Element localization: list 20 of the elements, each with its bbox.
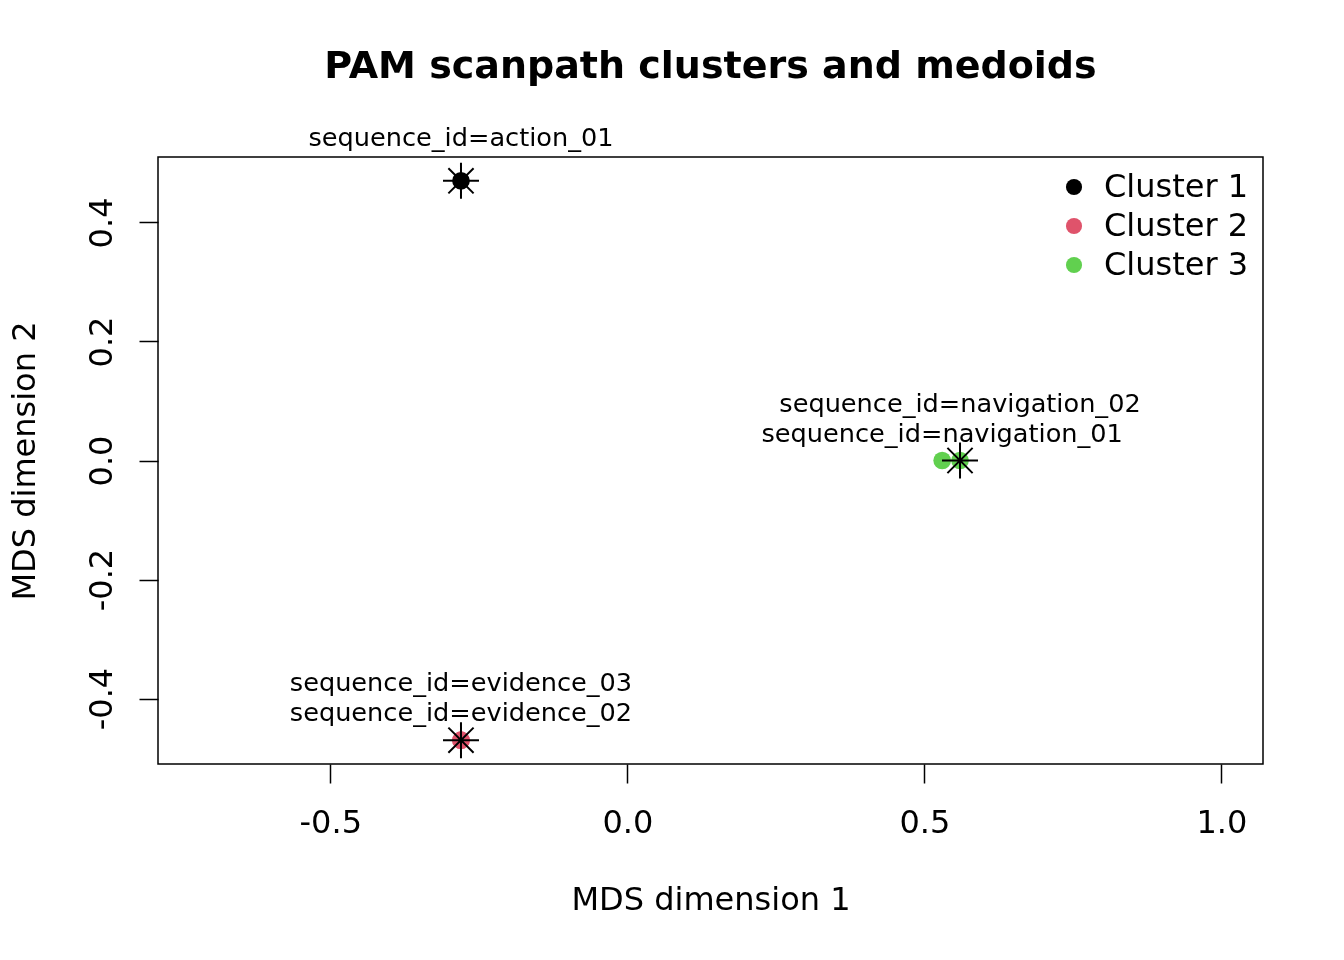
y-tick-label: 0.4 xyxy=(81,197,120,249)
y-tick-label: -0.4 xyxy=(81,667,120,731)
x-tick-label: 0.5 xyxy=(899,802,951,841)
x-axis-title: MDS dimension 1 xyxy=(571,879,851,918)
y-axis-title: MDS dimension 2 xyxy=(4,321,43,601)
chart-title: PAM scanpath clusters and medoids xyxy=(324,43,1097,87)
y-tick-label: 0.2 xyxy=(81,316,120,368)
legend-label: Cluster 2 xyxy=(1104,206,1249,244)
x-tick-label: -0.5 xyxy=(299,802,362,841)
annotation: sequence_id=navigation_02 xyxy=(779,387,1141,418)
y-tick-label: -0.2 xyxy=(81,548,120,612)
y-tick-label: 0.0 xyxy=(81,435,120,487)
annotation: sequence_id=action_01 xyxy=(308,122,614,152)
legend-label: Cluster 1 xyxy=(1104,167,1249,205)
annotation: sequence_id=evidence_02 xyxy=(289,697,633,728)
x-tick-label: 1.0 xyxy=(1196,802,1248,841)
legend-label: Cluster 3 xyxy=(1104,245,1249,283)
annotation: sequence_id=navigation_01 xyxy=(761,417,1123,448)
x-tick-label: 0.0 xyxy=(602,802,654,841)
annotation: sequence_id=evidence_03 xyxy=(289,667,633,698)
